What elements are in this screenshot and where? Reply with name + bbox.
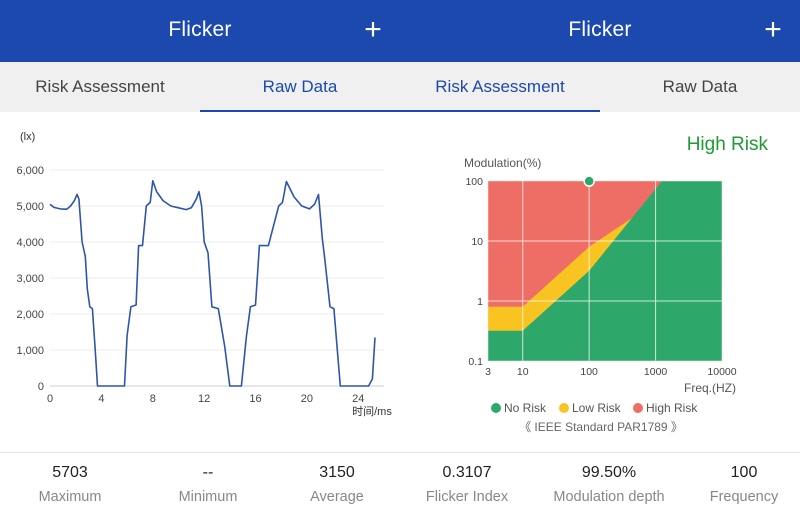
app-title: Flicker	[168, 18, 232, 41]
y-tick-label: 5,000	[16, 201, 44, 213]
stat-modulation-depth: 99.50% Modulation depth	[534, 460, 684, 505]
y-tick-label: 0	[38, 381, 44, 393]
stat-value: 100	[730, 464, 758, 481]
grid	[50, 169, 384, 387]
x-tick-label: 4	[98, 393, 104, 405]
measurement-point	[583, 175, 595, 187]
x-tick-label: 1000	[644, 366, 668, 378]
tab-raw-data[interactable]: Raw Data	[662, 77, 738, 96]
standard-footnote: 《 IEEE Standard PAR1789 》	[519, 420, 683, 434]
x-tick-label: 3	[485, 366, 491, 378]
legend-swatch	[559, 403, 569, 413]
stat-value: --	[202, 464, 214, 481]
legend-swatch	[491, 403, 501, 413]
y-tick-labels: 0.1 1 10 100	[465, 176, 483, 368]
x-tick-label: 10000	[707, 366, 736, 378]
stat-label: Maximum	[38, 489, 102, 505]
waveform-line	[49, 180, 376, 387]
x-tick-labels: 3 10 100 1000 10000	[485, 366, 737, 378]
no-risk-region	[488, 181, 722, 361]
app-bar-right: Flicker +	[400, 0, 800, 62]
stat-value: 99.50%	[581, 464, 637, 481]
stat-label: Average	[310, 489, 364, 505]
stat-label: Flicker Index	[425, 489, 509, 505]
legend: No Risk Low Risk High Risk	[491, 401, 698, 415]
y-tick-label: 1	[477, 296, 483, 308]
y-tick-label: 1,000	[16, 345, 44, 357]
x-tick-labels: 0 4 8 12 16 20 24	[47, 393, 364, 405]
app-bar-left: Flicker +	[0, 0, 400, 62]
y-axis-label: (lx)	[20, 131, 35, 143]
legend-label: No Risk	[504, 401, 547, 415]
y-tick-label: 10	[471, 236, 483, 248]
tab-risk-assessment[interactable]: Risk Assessment	[35, 77, 165, 96]
plot-frame	[487, 180, 723, 362]
y-tick-label: 100	[465, 176, 483, 188]
stats-row: 5703 Maximum -- Minimum 3150 Average 0.3…	[0, 460, 800, 530]
stat-frequency: 100 Frequency	[669, 460, 800, 505]
stat-average: 3150 Average	[262, 460, 412, 505]
y-tick-labels: 0 1,000 2,000 3,000 4,000 5,000 6,000	[16, 165, 44, 393]
y-tick-label: 6,000	[16, 165, 44, 177]
legend-label: High Risk	[646, 401, 698, 415]
stat-value: 5703	[52, 464, 88, 481]
x-axis-label: Freq.(HZ)	[684, 381, 736, 395]
waveform-chart: 0 1,000 2,000 3,000 4,000 5,000 6,000 0 4 8 12 16 2…	[16, 131, 392, 418]
divider	[0, 452, 800, 453]
plus-icon[interactable]: +	[364, 13, 382, 46]
tab-raw-data[interactable]: Raw Data	[200, 62, 400, 112]
y-axis-label: Modulation(%)	[464, 156, 541, 170]
stat-maximum: 5703 Maximum	[0, 460, 145, 505]
stat-label: Frequency	[709, 489, 779, 505]
stat-value: 0.3107	[442, 464, 492, 481]
stat-value: 3150	[319, 464, 355, 481]
grid	[487, 175, 723, 362]
stat-label: Minimum	[178, 489, 238, 505]
x-tick-label: 8	[150, 393, 156, 405]
legend-swatch	[633, 403, 643, 413]
x-tick-label: 0	[47, 393, 53, 405]
y-tick-label: 0.1	[468, 356, 483, 368]
plus-icon[interactable]: +	[764, 13, 782, 46]
legend-label: Low Risk	[572, 401, 622, 415]
tab-risk-assessment[interactable]: Risk Assessment	[400, 62, 600, 112]
x-tick-label: 16	[249, 393, 261, 405]
x-tick-label: 12	[198, 393, 210, 405]
y-tick-label: 2,000	[16, 309, 44, 321]
y-tick-label: 4,000	[16, 237, 44, 249]
x-tick-label: 10	[517, 366, 529, 378]
x-tick-label: 20	[301, 393, 313, 405]
tab-bar: Risk Assessment Raw Data Risk Assessment…	[0, 62, 800, 112]
app-title: Flicker	[568, 18, 632, 41]
x-tick-label: 24	[352, 393, 364, 405]
stat-flicker-index: 0.3107 Flicker Index	[392, 460, 542, 505]
risk-areas	[488, 181, 722, 361]
stat-minimum: -- Minimum	[133, 460, 283, 505]
y-tick-label: 3,000	[16, 273, 44, 285]
stat-label: Modulation depth	[553, 489, 665, 505]
x-axis-label: 时间/ms	[352, 405, 392, 418]
x-tick-label: 100	[580, 366, 598, 378]
risk-level-title: High Risk	[687, 134, 769, 155]
risk-assessment-chart: High Risk Modulation(%) Freq.(HZ) 0.1 1 10…	[464, 134, 769, 434]
